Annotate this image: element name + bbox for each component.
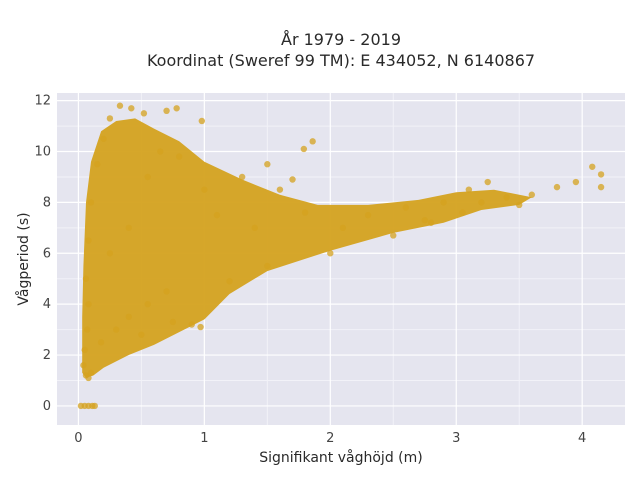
data-point — [465, 186, 473, 193]
data-point — [85, 237, 92, 244]
data-point — [478, 199, 485, 206]
data-point — [440, 199, 447, 206]
x-tick-label: 3 — [452, 431, 460, 446]
x-tick-label: 1 — [200, 431, 208, 446]
data-point — [364, 211, 372, 219]
data-point — [87, 369, 95, 377]
data-point — [572, 178, 580, 186]
data-point — [106, 250, 114, 257]
data-point — [264, 161, 271, 168]
data-point — [516, 201, 523, 209]
data-point — [97, 339, 105, 346]
point-density-cloud — [82, 118, 532, 378]
data-point — [213, 211, 221, 219]
data-point — [140, 110, 148, 117]
y-tick-label: 0 — [43, 399, 51, 414]
data-point — [300, 145, 308, 153]
y-tick-label: 6 — [43, 246, 51, 261]
data-point — [402, 204, 410, 211]
data-point — [597, 183, 605, 191]
data-point — [81, 346, 88, 354]
data-point — [106, 115, 114, 122]
data-point — [327, 250, 334, 257]
data-point — [82, 275, 90, 282]
dense-scatter-region — [82, 118, 532, 378]
data-point — [84, 326, 91, 333]
data-point — [173, 105, 180, 112]
x-tick-label: 4 — [578, 431, 586, 446]
data-point — [226, 278, 233, 285]
chart-title-line1: År 1979 - 2019 — [281, 30, 401, 49]
data-point — [91, 402, 98, 410]
data-point — [238, 173, 246, 181]
data-point — [144, 300, 151, 308]
data-point — [163, 288, 170, 295]
y-tick-label: 8 — [43, 195, 51, 210]
data-point — [264, 262, 271, 270]
data-point — [201, 186, 208, 193]
data-point — [427, 219, 435, 226]
chart-title-line2: Koordinat (Sweref 99 TM): E 434052, N 61… — [147, 51, 535, 70]
data-point — [100, 135, 107, 142]
y-tick-label: 10 — [34, 145, 51, 160]
data-point — [188, 321, 195, 328]
data-point — [390, 232, 397, 239]
data-point — [198, 117, 206, 125]
data-point — [301, 209, 309, 216]
data-point — [85, 374, 92, 382]
x-axis-label: Signifikant våghöjd (m) — [259, 449, 422, 466]
data-point — [503, 194, 510, 201]
data-point — [138, 331, 145, 338]
data-point — [125, 313, 132, 321]
data-point — [597, 171, 605, 178]
data-point — [528, 191, 536, 198]
data-point — [175, 153, 183, 160]
data-point — [459, 209, 466, 216]
data-point — [553, 183, 561, 191]
data-point — [309, 138, 316, 145]
data-point — [197, 323, 204, 331]
data-point — [144, 173, 151, 181]
data-point — [125, 224, 132, 232]
data-points — [77, 102, 605, 410]
y-axis-label: Vågperiod (s) — [15, 212, 32, 305]
data-point — [484, 178, 491, 186]
x-tick-label: 2 — [326, 431, 334, 446]
data-point — [589, 163, 596, 170]
data-point — [169, 318, 177, 326]
data-point — [157, 148, 164, 155]
data-point — [251, 224, 258, 232]
data-point — [289, 176, 296, 183]
data-point — [276, 186, 284, 193]
data-point — [163, 107, 170, 115]
data-point — [339, 224, 347, 232]
y-tick-label: 12 — [34, 94, 51, 109]
data-point — [116, 102, 124, 109]
data-point — [80, 362, 87, 369]
data-point — [87, 199, 95, 206]
data-point — [421, 217, 428, 224]
data-point — [94, 161, 101, 168]
data-point — [128, 105, 135, 112]
x-tick-label: 0 — [74, 431, 82, 446]
y-tick-label: 4 — [43, 297, 51, 312]
data-point — [85, 300, 92, 308]
y-tick-label: 2 — [43, 348, 51, 363]
data-point — [112, 326, 120, 333]
